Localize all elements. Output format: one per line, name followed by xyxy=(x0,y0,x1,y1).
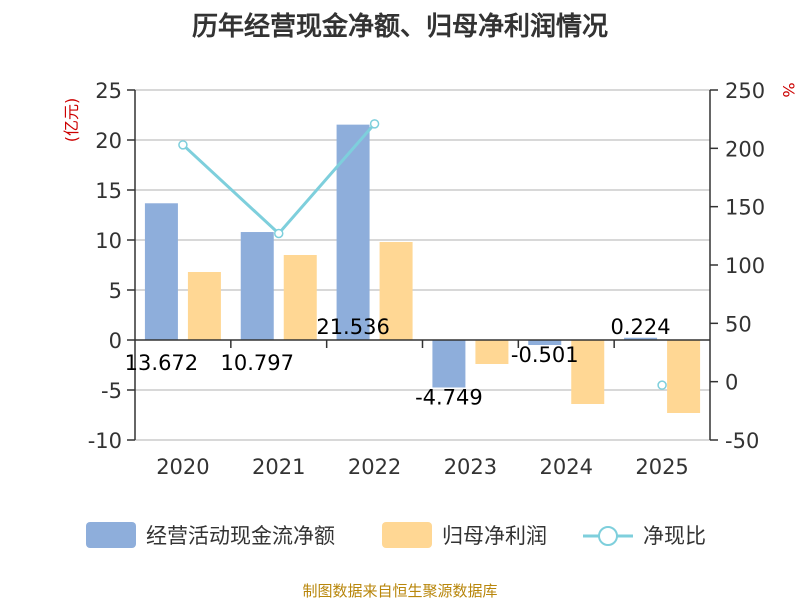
chart-title: 历年经营现金净额、归母净利润情况 xyxy=(192,11,608,42)
y-right-tick-label: 0 xyxy=(725,371,738,395)
y-left-tick-label: -5 xyxy=(101,379,122,403)
x-tick-label: 2020 xyxy=(156,455,209,479)
bar-profit xyxy=(571,340,605,404)
y-right-tick-label: 50 xyxy=(725,312,752,336)
bar-profit xyxy=(475,340,509,364)
y-left-tick-label: 10 xyxy=(95,229,122,253)
data-label-cashflow: 10.797 xyxy=(221,351,294,375)
y-left-tick-label: 5 xyxy=(109,279,122,303)
legend-marker-ratio xyxy=(598,526,618,546)
x-tick-label: 2022 xyxy=(348,455,401,479)
data-label-cashflow: -4.749 xyxy=(415,385,483,409)
y-left-tick-label: 20 xyxy=(95,129,122,153)
legend-swatch-cashflow xyxy=(86,522,136,548)
bar-profit xyxy=(283,255,317,340)
legend-label-cashflow: 经营活动现金流净额 xyxy=(146,524,335,548)
bar-cashflow xyxy=(240,232,274,340)
data-label-cashflow: 13.672 xyxy=(125,351,198,375)
bar-cashflow xyxy=(144,203,178,340)
data-label-cashflow: 21.536 xyxy=(316,315,389,339)
bar-cashflow xyxy=(528,340,562,346)
y-left-tick-label: 15 xyxy=(95,179,122,203)
y-right-tick-label: 150 xyxy=(725,196,765,220)
y-left-tick-label: 0 xyxy=(109,329,122,353)
bar-cashflow xyxy=(624,337,658,340)
data-labels: 13.672 10.797 21.536 -4.749 -0.501 0.224 xyxy=(125,315,671,409)
bar-cashflow xyxy=(336,124,370,340)
y-right-tick-label: 250 xyxy=(725,79,765,103)
x-tick-label: 2024 xyxy=(540,455,593,479)
ratio-point xyxy=(657,380,667,390)
y-left-unit: (亿元) xyxy=(62,98,81,143)
bar-cashflow xyxy=(432,340,466,388)
data-label-cashflow: 0.224 xyxy=(611,315,671,339)
bar-profit xyxy=(187,272,221,340)
x-tick-label: 2023 xyxy=(444,455,497,479)
y-right-tick-label: -50 xyxy=(725,429,759,453)
bar-profit xyxy=(667,340,701,413)
ratio-point xyxy=(274,228,284,239)
legend-label-profit: 归母净利润 xyxy=(442,524,547,548)
legend: 经营活动现金流净额 归母净利润 净现比 xyxy=(86,522,706,548)
y-left-tick-label: 25 xyxy=(95,79,122,103)
legend-label-ratio: 净现比 xyxy=(643,524,706,548)
y-right-tick-label: 100 xyxy=(725,254,765,278)
x-tick-label: 2021 xyxy=(252,455,305,479)
ratio-point xyxy=(178,140,188,150)
y-right-tick-label: 200 xyxy=(725,137,765,161)
bar-profit xyxy=(379,242,413,340)
ratio-point xyxy=(369,119,380,129)
legend-swatch-profit xyxy=(382,522,432,548)
y-left-tick-label: -10 xyxy=(88,429,122,453)
x-tick-label: 2025 xyxy=(635,455,688,479)
y-right-unit: % xyxy=(779,82,798,97)
bars xyxy=(144,124,701,413)
data-label-cashflow: -0.501 xyxy=(511,343,579,367)
source-note: 制图数据来自恒生聚源数据库 xyxy=(302,582,497,600)
ratio-line xyxy=(178,119,667,390)
